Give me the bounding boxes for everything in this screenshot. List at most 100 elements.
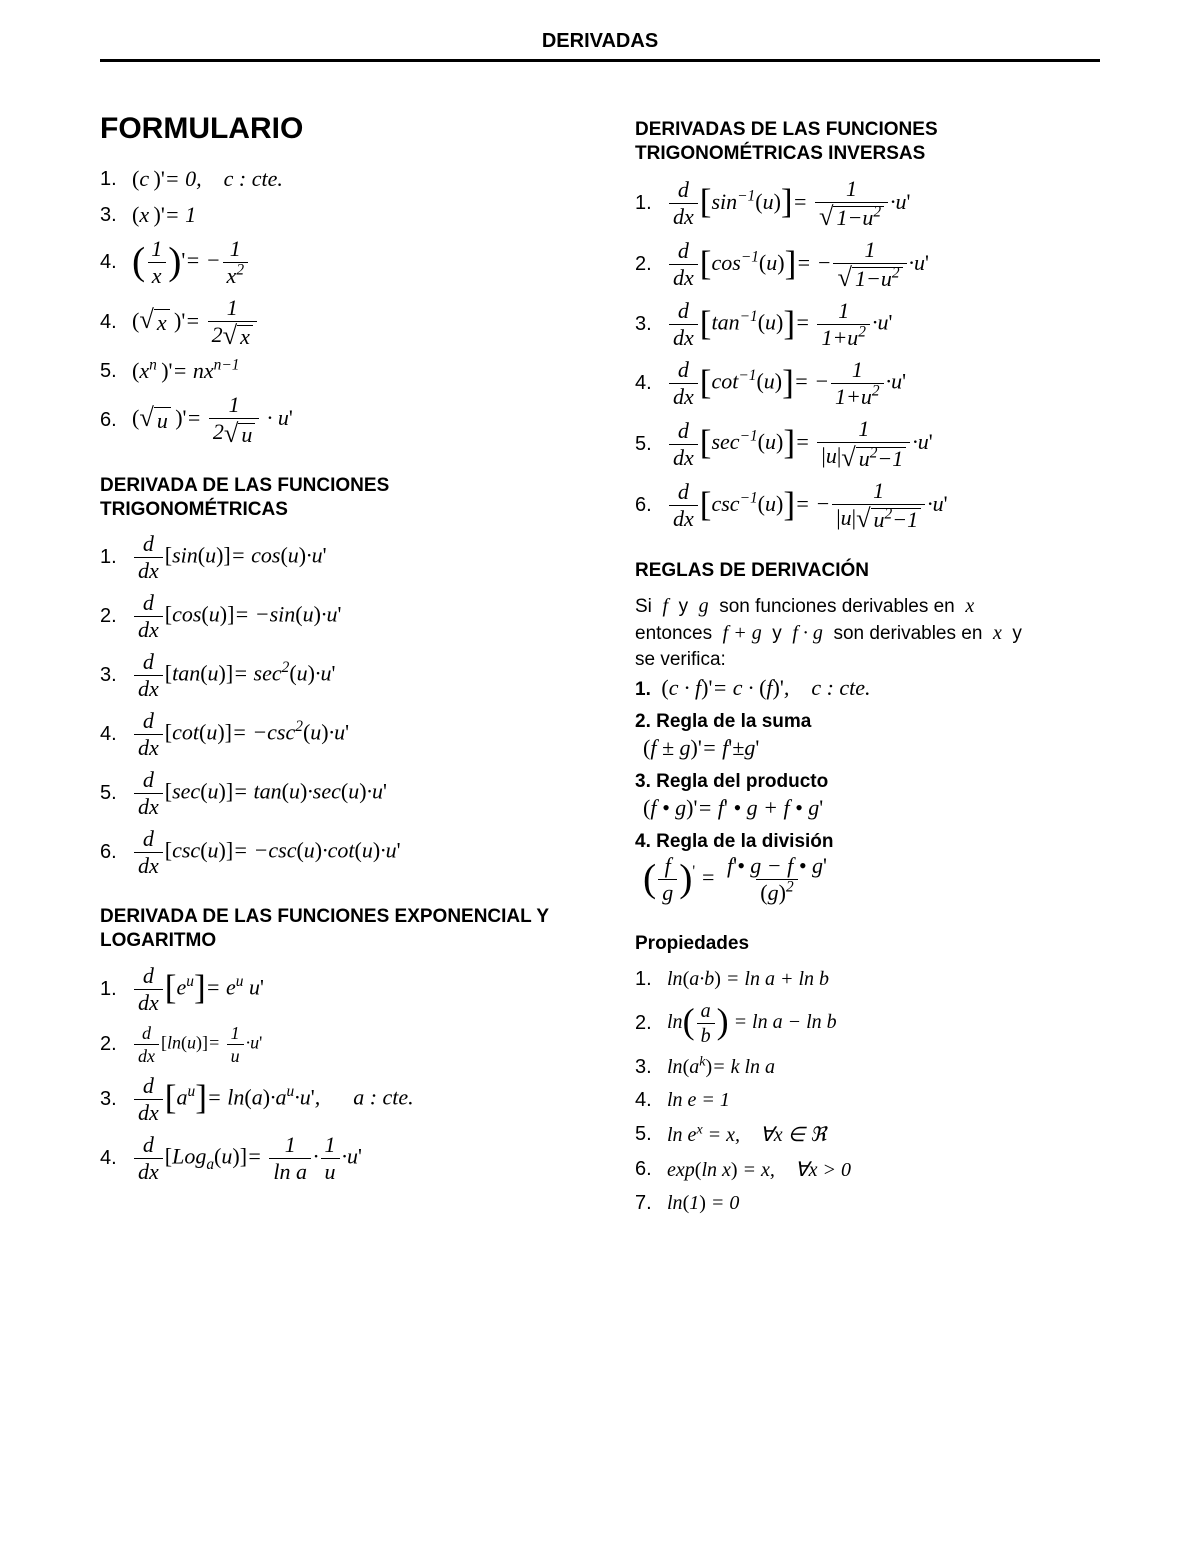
item-number: 1. (635, 192, 667, 215)
item-number: 4. (635, 1089, 667, 1112)
item-number: 2. (100, 605, 132, 628)
item-number: 5. (100, 782, 132, 805)
formula: ddx[au]= ln(a)·au·u', a : cte. (132, 1075, 414, 1124)
formula-item: 1. ddx[eu]= eu u' (100, 965, 565, 1014)
trig-title: DERIVADA DE LAS FUNCIONES TRIGONOMÉTRICA… (100, 474, 565, 522)
left-column: FORMULARIO 1. (c )'= 0, c : cte. 3. (x )… (100, 112, 565, 1225)
item-number: 4. (635, 372, 667, 395)
invtrig-list: 1. ddx[sin−1(u)]= 1√1−u2·u' 2. ddx[cos−1… (635, 178, 1100, 532)
item-number: 6. (635, 1158, 667, 1181)
formula: ln(a·b) = ln a + ln b (667, 968, 829, 991)
formula-item: 6. ddx[csc−1(u)]= −1|u|√u2−1·u' (635, 480, 1100, 531)
formula: ddx[cos(u)]= −sin(u)·u' (132, 592, 341, 641)
formula: ddx[sec−1(u)]= 1|u|√u2−1·u' (667, 418, 933, 469)
item-number: 2. (635, 1012, 667, 1035)
rule-4-formula: (fg)' = f'• g − f • g'(g)2 (643, 855, 1100, 904)
formula-item: 3. (x )'= 1 (100, 202, 565, 228)
formula: ddx[csc(u)]= −csc(u)·cot(u)·u' (132, 828, 401, 877)
formula: ddx[ln(u)]= 1u·u' (132, 1024, 262, 1065)
formula: (√u )'= 12√u · u' (132, 394, 293, 445)
formula: ddx[eu]= eu u' (132, 965, 264, 1014)
rules-intro-3: se verifica: (635, 649, 1100, 671)
rules-intro-2: entonces f + g y f · g son derivables en… (635, 622, 1100, 645)
item-number: 4. (100, 311, 132, 334)
formula: ddx[sec(u)]= tan(u)·sec(u)·u' (132, 769, 387, 818)
formula-item: 1. ln(a·b) = ln a + ln b (635, 968, 1100, 991)
formula-item: 6. exp(ln x) = x, ∀x > 0 (635, 1157, 1100, 1182)
formula-item: 5. ln ex = x, ∀x ∈ ℜ (635, 1122, 1100, 1147)
columns: FORMULARIO 1. (c )'= 0, c : cte. 3. (x )… (100, 112, 1100, 1225)
rule-3-formula: (f • g)'= f' • g + f • g' (643, 795, 1100, 821)
formula-item: 3. ddx[au]= ln(a)·au·u', a : cte. (100, 1075, 565, 1124)
formula-item: 3. ddx[tan(u)]= sec2(u)·u' (100, 651, 565, 700)
formula: ddx[cot(u)]= −csc2(u)·u' (132, 710, 349, 759)
rule-2-label: 2. Regla de la suma (635, 711, 1100, 733)
item-number: 1. (100, 546, 132, 569)
formula-item: 4. ddx[cot(u)]= −csc2(u)·u' (100, 710, 565, 759)
formula-item: 4. (√x )'= 12√x (100, 297, 565, 348)
item-number: 7. (635, 1192, 667, 1215)
props-list: 1. ln(a·b) = ln a + ln b 2. ln(ab) = ln … (635, 968, 1100, 1215)
formula-item: 7. ln(1) = 0 (635, 1192, 1100, 1215)
formula: (xn )'= nxn−1 (132, 358, 239, 384)
props-title: Propiedades (635, 932, 1100, 956)
item-number: 5. (635, 433, 667, 456)
item-number: 3. (635, 313, 667, 336)
formula: ddx[tan−1(u)]= 11+u2·u' (667, 300, 892, 349)
formula-item: 2. ddx[cos−1(u)]= −1√1−u2·u' (635, 239, 1100, 290)
item-number: 1. (100, 168, 132, 191)
item-number: 3. (100, 204, 132, 227)
formula-item: 1. (c )'= 0, c : cte. (100, 166, 565, 192)
formula-item: 5. ddx[sec−1(u)]= 1|u|√u2−1·u' (635, 418, 1100, 469)
item-number: 4. (100, 723, 132, 746)
formula: ddx[cos−1(u)]= −1√1−u2·u' (667, 239, 929, 290)
item-number: 2. (635, 253, 667, 276)
formula-item: 6. ddx[csc(u)]= −csc(u)·cot(u)·u' (100, 828, 565, 877)
formula-item: 4. ln e = 1 (635, 1089, 1100, 1112)
page-header: DERIVADAS (100, 30, 1100, 62)
item-number: 2. (100, 1033, 132, 1056)
formula: (c )'= 0, c : cte. (132, 166, 283, 192)
item-number: 3. (635, 1056, 667, 1079)
formula: ddx[csc−1(u)]= −1|u|√u2−1·u' (667, 480, 948, 531)
item-number: 4. (100, 1147, 132, 1170)
item-number: 3. (100, 664, 132, 687)
item-number: 6. (100, 841, 132, 864)
item-number: 5. (635, 1123, 667, 1146)
formula-item: 4. (1x)'= −1x2 (100, 238, 565, 287)
formula: ddx[tan(u)]= sec2(u)·u' (132, 651, 335, 700)
rules-intro-1: Si f y g son funciones derivables en x (635, 595, 1100, 618)
formula-item: 2. ln(ab) = ln a − ln b (635, 1001, 1100, 1046)
formula: ddx[Loga(u)]= 1ln a·1u·u' (132, 1134, 362, 1183)
item-number: 1. (635, 968, 667, 991)
formula-item: 1. ddx[sin−1(u)]= 1√1−u2·u' (635, 178, 1100, 229)
explog-title: DERIVADA DE LAS FUNCIONES EXPONENCIAL Y … (100, 905, 565, 953)
item-number: 1. (100, 978, 132, 1001)
formula: ln(ab) = ln a − ln b (667, 1001, 837, 1046)
formula-item: 4. ddx[cot−1(u)]= −11+u2·u' (635, 359, 1100, 408)
trig-list: 1. ddx[sin(u)]= cos(u)·u' 2. ddx[cos(u)]… (100, 533, 565, 877)
rule-1-label: 1. (635, 679, 651, 700)
rule-3-label: 3. Regla del producto (635, 771, 1100, 793)
formula: (1x)'= −1x2 (132, 238, 250, 287)
formula: (√x )'= 12√x (132, 297, 259, 348)
main-title: FORMULARIO (100, 112, 565, 146)
rule-2-formula: (f ± g)'= f'±g' (643, 735, 1100, 761)
formula-item: 6. (√u )'= 12√u · u' (100, 394, 565, 445)
formula-item: 3. ddx[tan−1(u)]= 11+u2·u' (635, 300, 1100, 349)
formula: exp(ln x) = x, ∀x > 0 (667, 1157, 851, 1182)
right-column: DERIVADAS DE LAS FUNCIONES TRIGONOMÉTRIC… (635, 112, 1100, 1225)
explog-list: 1. ddx[eu]= eu u' 2. ddx[ln(u)]= 1u·u' 3… (100, 965, 565, 1183)
formula-item: 2. ddx[ln(u)]= 1u·u' (100, 1024, 565, 1065)
item-number: 4. (100, 251, 132, 274)
item-number: 6. (635, 494, 667, 517)
page: DERIVADAS FORMULARIO 1. (c )'= 0, c : ct… (0, 0, 1200, 1285)
formula-item: 5. (xn )'= nxn−1 (100, 358, 565, 384)
formula: ln e = 1 (667, 1089, 730, 1112)
item-number: 5. (100, 360, 132, 383)
formula-item: 4. ddx[Loga(u)]= 1ln a·1u·u' (100, 1134, 565, 1183)
formula-item: 2. ddx[cos(u)]= −sin(u)·u' (100, 592, 565, 641)
invtrig-title: DERIVADAS DE LAS FUNCIONES TRIGONOMÉTRIC… (635, 118, 1100, 166)
rule-4-label: 4. Regla de la división (635, 831, 1100, 853)
rules-title: REGLAS DE DERIVACIÓN (635, 559, 1100, 583)
